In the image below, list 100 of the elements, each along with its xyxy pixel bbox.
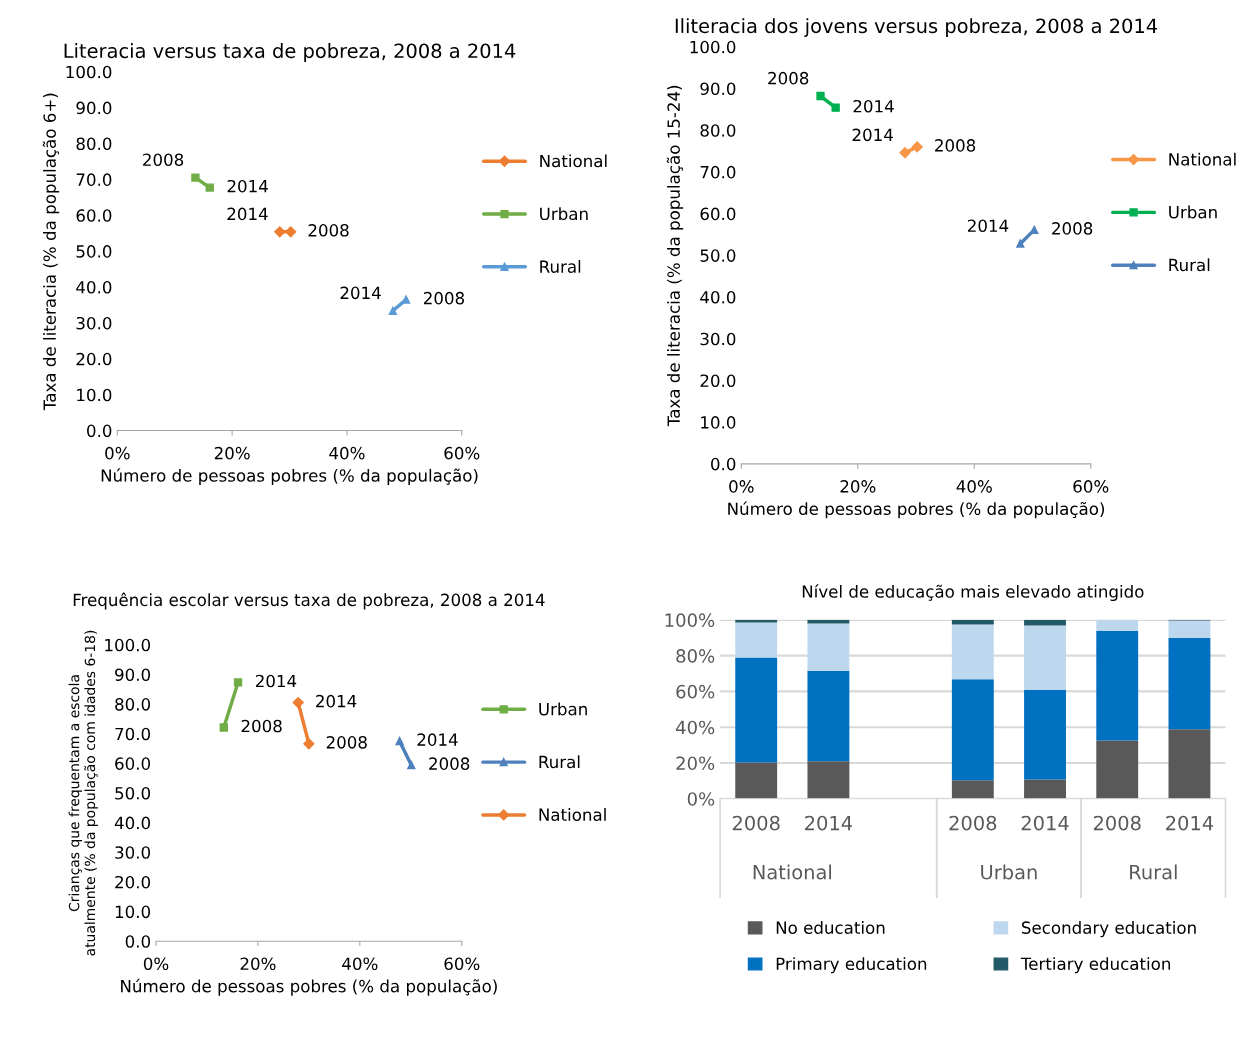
y-tick-label: 0.0: [125, 935, 151, 948]
y-tick-label: 90.0: [76, 101, 112, 115]
point: [911, 141, 923, 153]
point: [1016, 239, 1025, 248]
text: Urban: [981, 864, 1037, 880]
y-tick-label: 100.0: [105, 638, 151, 652]
point: [233, 678, 243, 687]
x-tick-label: 0%: [105, 446, 130, 460]
y-tick-label: 60.0: [115, 757, 151, 770]
legend-label: National: [539, 808, 606, 821]
y-tick-label: 80.0: [115, 698, 151, 711]
y-tick-label: 10.0: [77, 388, 112, 402]
x-tick-label: 40%: [956, 480, 992, 493]
legend-label: Primary education: [776, 957, 927, 974]
annotation: 2014: [852, 128, 893, 142]
legend-label: Rural: [1169, 258, 1210, 272]
annotation: 2014: [227, 207, 268, 221]
y-tick-label: 80.0: [76, 137, 112, 151]
annotation: 2008: [308, 224, 349, 237]
y-tick-label: 0.0: [711, 457, 736, 471]
x-tick-label: 60%: [1073, 480, 1109, 493]
point: [303, 738, 315, 750]
y-tick-label: 40.0: [700, 290, 736, 304]
annotation: 2008: [423, 291, 465, 305]
y-tick-label: 40%: [675, 720, 715, 735]
point: [831, 103, 840, 112]
y-tick-label: 70.0: [76, 173, 112, 186]
bar: [1168, 729, 1211, 799]
point: [274, 226, 286, 238]
annotation: 2008: [326, 736, 367, 749]
x-tick-label: 40%: [329, 446, 365, 460]
point: [191, 173, 200, 182]
x-tick-label: 2014: [805, 815, 853, 831]
annotation: 2014: [967, 219, 1009, 233]
annotation: 2008: [241, 719, 282, 733]
point: [285, 226, 297, 238]
annotation: 2014: [227, 179, 268, 193]
y-tick-label: 30.0: [76, 316, 112, 330]
x-tick-label: 20%: [240, 957, 276, 971]
y-axis-title: Taxa de literacia (% da população 15-24): [666, 85, 684, 427]
bar: [1096, 740, 1139, 799]
bar: [951, 679, 994, 781]
bar: [1168, 620, 1211, 638]
y-tick-label: 20.0: [115, 875, 151, 889]
point: [395, 736, 404, 746]
y-tick-label: 20%: [676, 756, 715, 771]
point: [407, 760, 416, 770]
annotation: 2014: [853, 99, 894, 113]
x-tick-label: 2008: [1093, 815, 1141, 831]
annotation: 2014: [316, 694, 357, 708]
y-tick-label: 70.0: [700, 165, 736, 179]
x-axis-title: Número de pessoas pobres (% da população): [101, 468, 478, 486]
y-tick-label: 50.0: [115, 786, 151, 800]
point: [388, 306, 398, 315]
bar: [735, 762, 778, 799]
y-tick-label: 80%: [676, 649, 715, 663]
point: [205, 183, 214, 192]
point: [219, 723, 228, 732]
x-axis-title: Número de pessoas pobres (% da população): [121, 978, 497, 996]
bar: [807, 619, 850, 624]
y-tick-label: 80.0: [700, 124, 736, 137]
legend-label: National: [540, 154, 607, 168]
annotation: 2008: [429, 757, 470, 770]
y-tick-label: 50.0: [76, 245, 112, 258]
annotation: 2014: [417, 733, 458, 746]
y-tick-label: 40.0: [114, 816, 151, 830]
y-tick-label: 30.0: [700, 332, 736, 346]
y-tick-label: 0%: [687, 792, 715, 806]
y-tick-label: 10.0: [115, 905, 151, 919]
chart-title: Iliteracia dos jovens versus pobreza, 2008 a 2014: [675, 18, 1158, 37]
legend-label: Secondary education: [1021, 921, 1196, 938]
legend-label: Tertiary education: [1020, 957, 1171, 974]
x-tick-label: 2014: [1166, 815, 1214, 831]
y-tick-label: 30.0: [115, 846, 151, 859]
legend-label: Urban: [1169, 205, 1217, 219]
annotation: 2014: [340, 286, 381, 300]
y-tick-label: 50.0: [700, 249, 736, 262]
bar: [1168, 637, 1211, 730]
legend-label: Urban: [539, 702, 587, 716]
point: [816, 91, 825, 101]
x-tick-label: 0%: [143, 957, 169, 971]
x-tick-label: 40%: [342, 957, 378, 971]
text: National: [753, 864, 831, 880]
y-tick-label: 40.0: [76, 281, 112, 294]
bar: [735, 619, 778, 623]
bar: [735, 657, 778, 763]
y-tick-label: 10.0: [701, 416, 736, 429]
y-tick-label: 100%: [665, 613, 715, 627]
chart-title: Literacia versus taxa de pobreza, 2008 a 2014: [64, 43, 516, 62]
y-tick-label: 60.0: [76, 209, 112, 222]
annotation: 2008: [935, 139, 976, 152]
y-tick-label: 100.0: [690, 40, 736, 54]
x-tick-label: 20%: [214, 446, 250, 460]
chart-title: Frequência escolar versus taxa de pobreza, 2008 a 2014: [73, 592, 545, 610]
y-tick-label: 70.0: [115, 727, 151, 741]
y-tick-label: 0.0: [87, 424, 112, 438]
bar: [1024, 779, 1066, 799]
x-axis-title: Número de pessoas pobres (% da população): [728, 501, 1105, 519]
x-tick-label: 60%: [444, 957, 480, 971]
y-axis-title: Taxa de literacia (% da população 6+): [42, 93, 60, 411]
